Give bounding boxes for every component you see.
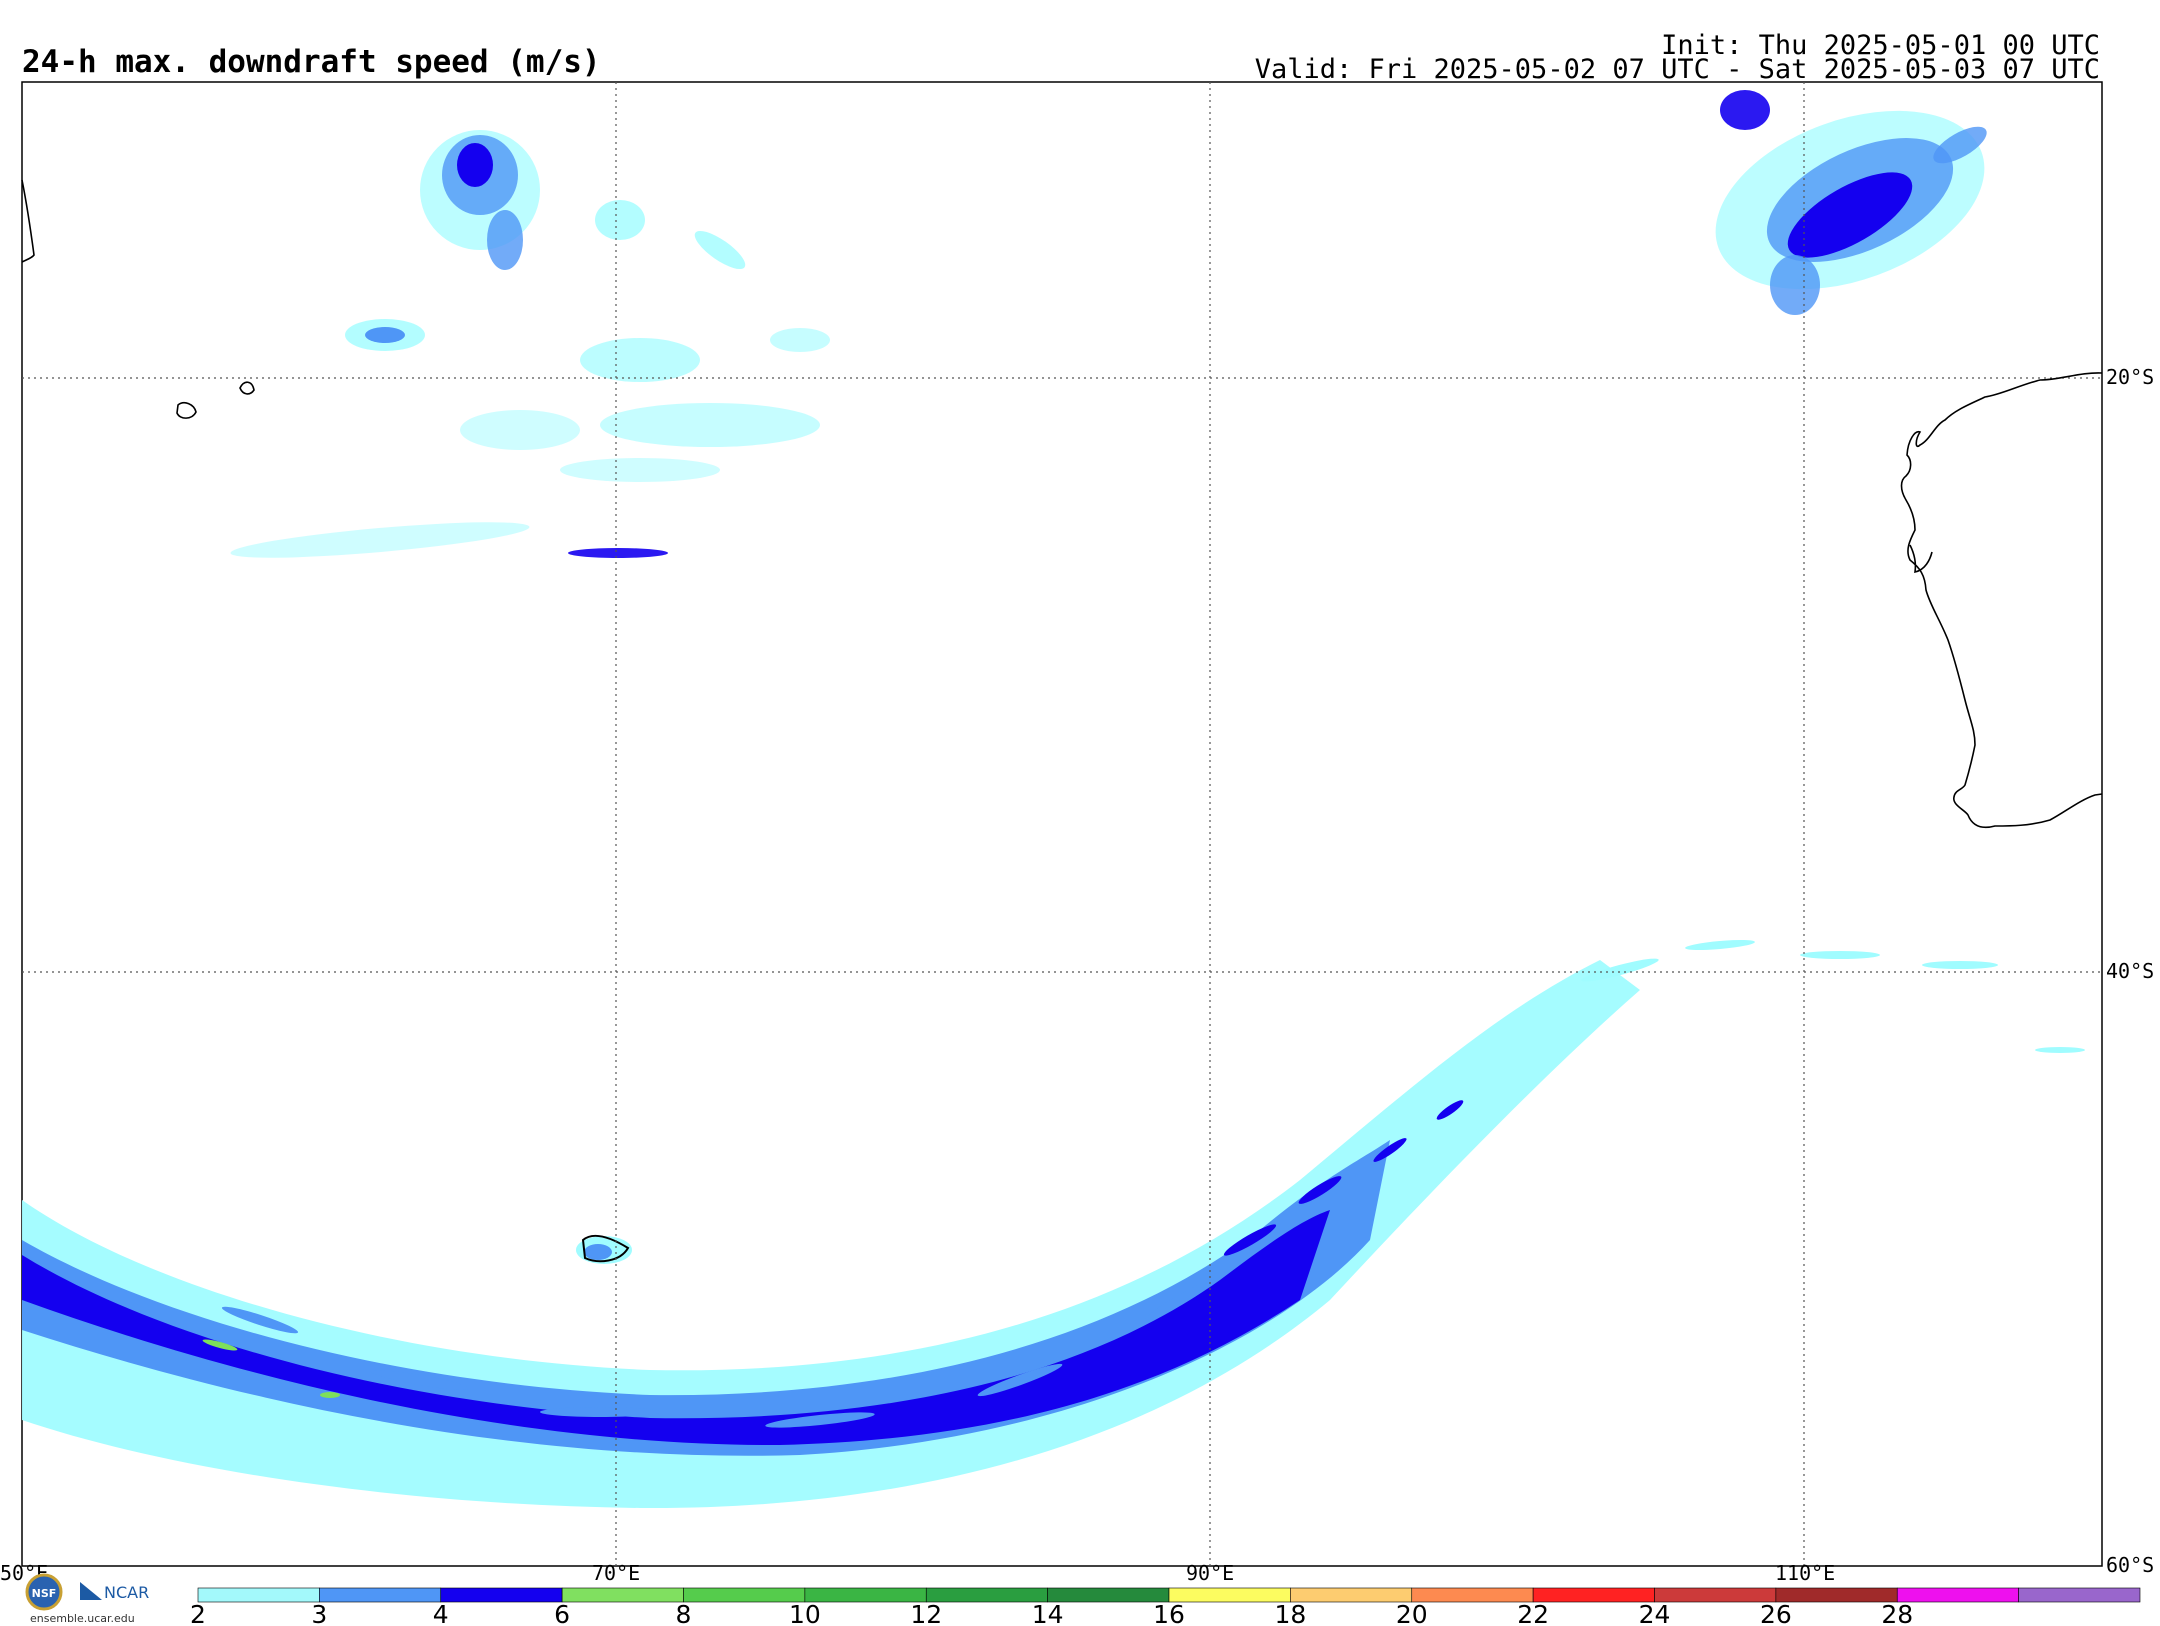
credit-url: ensemble.ucar.edu <box>30 1612 135 1625</box>
colorbar: 2 3 4 6 8 10 12 14 16 18 20 22 24 26 28 <box>190 1587 2141 1626</box>
mauritius-coast <box>239 381 255 395</box>
colorbar-tick-label: 26 <box>1760 1600 1792 1626</box>
lat-labels: 20°S 40°S 60°S <box>2106 365 2154 1577</box>
colorbar-swatch <box>197 1587 320 1603</box>
valid-time: Valid: Fri 2025-05-02 07 UTC - Sat 2025-… <box>1254 54 2100 85</box>
shark-bay-coast <box>1909 544 1933 574</box>
colorbar-swatch <box>1896 1587 2019 1603</box>
colorbar-tick-label: 28 <box>1881 1600 1913 1626</box>
colorbar-swatch <box>1168 1587 1291 1603</box>
colorbar-tick-label: 20 <box>1396 1600 1428 1626</box>
lon-label-70: 70°E <box>592 1561 640 1585</box>
colorbar-tick-label: 2 <box>190 1600 206 1626</box>
colorbar-tick-label: 4 <box>433 1600 449 1626</box>
colorbar-tick-label: 18 <box>1274 1600 1306 1626</box>
lon-label-90: 90°E <box>1186 1561 1234 1585</box>
graticule <box>22 82 2102 1566</box>
field-ne <box>1715 90 1987 315</box>
colorbar-tick-label: 6 <box>554 1600 570 1626</box>
init-time: Init: Thu 2025-05-01 00 UTC <box>1661 30 2100 61</box>
field-band-2ms <box>22 960 1640 1509</box>
colorbar-swatch <box>1290 1587 1413 1603</box>
lat-label-40s: 40°S <box>2106 959 2154 983</box>
colorbar-swatch <box>440 1587 563 1603</box>
downdraft-field <box>22 90 2085 1509</box>
lat-label-60s: 60°S <box>2106 1553 2154 1577</box>
lat-label-20s: 20°S <box>2106 365 2154 389</box>
lon-labels: 50°E 70°E 90°E 110°E <box>0 1561 1835 1585</box>
ncar-logo-icon: NCAR <box>80 1582 149 1602</box>
coastlines <box>21 179 2103 829</box>
ncar-logo: NCAR <box>78 1580 156 1608</box>
colorbar-swatch <box>1775 1587 1898 1603</box>
colorbar-tick-label: 24 <box>1639 1600 1671 1626</box>
nsf-logo: NSF <box>24 1572 64 1616</box>
colorbar-swatch <box>1411 1587 1534 1603</box>
colorbar-swatch <box>925 1587 1048 1603</box>
svg-text:NCAR: NCAR <box>104 1583 149 1602</box>
colorbar-tick-label: 8 <box>676 1600 692 1626</box>
madagascar-coast <box>21 179 35 263</box>
nsf-logo-icon: NSF <box>25 1573 63 1611</box>
colorbar-tick-label: 3 <box>311 1600 327 1626</box>
colorbar-tick-label: 16 <box>1153 1600 1185 1626</box>
australia-coast <box>1900 372 2103 829</box>
map-title: 24-h max. downdraft speed (m/s) <box>22 44 601 80</box>
kerguelen-field <box>576 1234 632 1264</box>
colorbar-tick-label: 22 <box>1517 1600 1549 1626</box>
colorbar-swatch <box>2018 1587 2141 1603</box>
colorbar-swatch <box>319 1587 442 1603</box>
colorbar-swatch <box>804 1587 927 1603</box>
colorbar-tick-label: 10 <box>789 1600 821 1626</box>
colorbar-swatch <box>683 1587 806 1603</box>
colorbar-swatch <box>1654 1587 1777 1603</box>
reunion-coast <box>176 402 197 419</box>
colorbar-swatch <box>1047 1587 1170 1603</box>
svg-text:NSF: NSF <box>32 1587 57 1600</box>
colorbar-tick-label: 14 <box>1032 1600 1064 1626</box>
colorbar-tick-label: 12 <box>910 1600 942 1626</box>
colorbar-swatch <box>1532 1587 1655 1603</box>
colorbar-swatch <box>561 1587 684 1603</box>
field-nw <box>230 130 830 558</box>
lon-label-110: 110°E <box>1775 1561 1835 1585</box>
